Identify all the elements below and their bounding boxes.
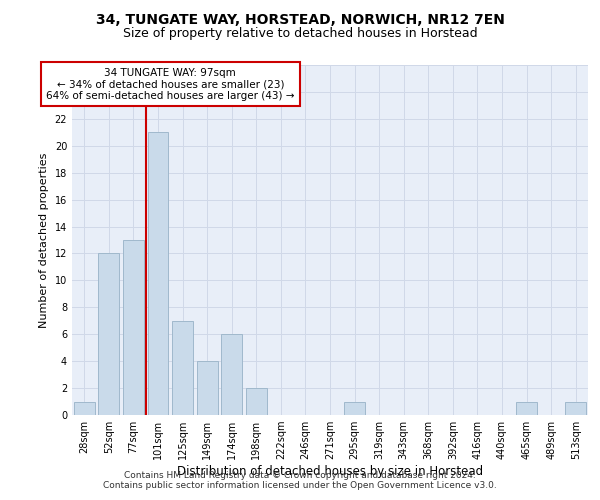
- Bar: [148, 132, 169, 415]
- Bar: [246, 388, 267, 415]
- X-axis label: Distribution of detached houses by size in Horstead: Distribution of detached houses by size …: [177, 465, 483, 478]
- Bar: [123, 240, 144, 415]
- Text: Contains HM Land Registry data © Crown copyright and database right 2024.
Contai: Contains HM Land Registry data © Crown c…: [103, 470, 497, 490]
- Bar: [221, 334, 242, 415]
- Bar: [74, 402, 95, 415]
- Text: 34, TUNGATE WAY, HORSTEAD, NORWICH, NR12 7EN: 34, TUNGATE WAY, HORSTEAD, NORWICH, NR12…: [95, 12, 505, 26]
- Bar: [172, 321, 193, 415]
- Bar: [344, 402, 365, 415]
- Text: Size of property relative to detached houses in Horstead: Size of property relative to detached ho…: [122, 28, 478, 40]
- Bar: [197, 361, 218, 415]
- Bar: [98, 254, 119, 415]
- Y-axis label: Number of detached properties: Number of detached properties: [39, 152, 49, 328]
- Text: 34 TUNGATE WAY: 97sqm
← 34% of detached houses are smaller (23)
64% of semi-deta: 34 TUNGATE WAY: 97sqm ← 34% of detached …: [46, 68, 295, 101]
- Bar: [516, 402, 537, 415]
- Bar: [565, 402, 586, 415]
